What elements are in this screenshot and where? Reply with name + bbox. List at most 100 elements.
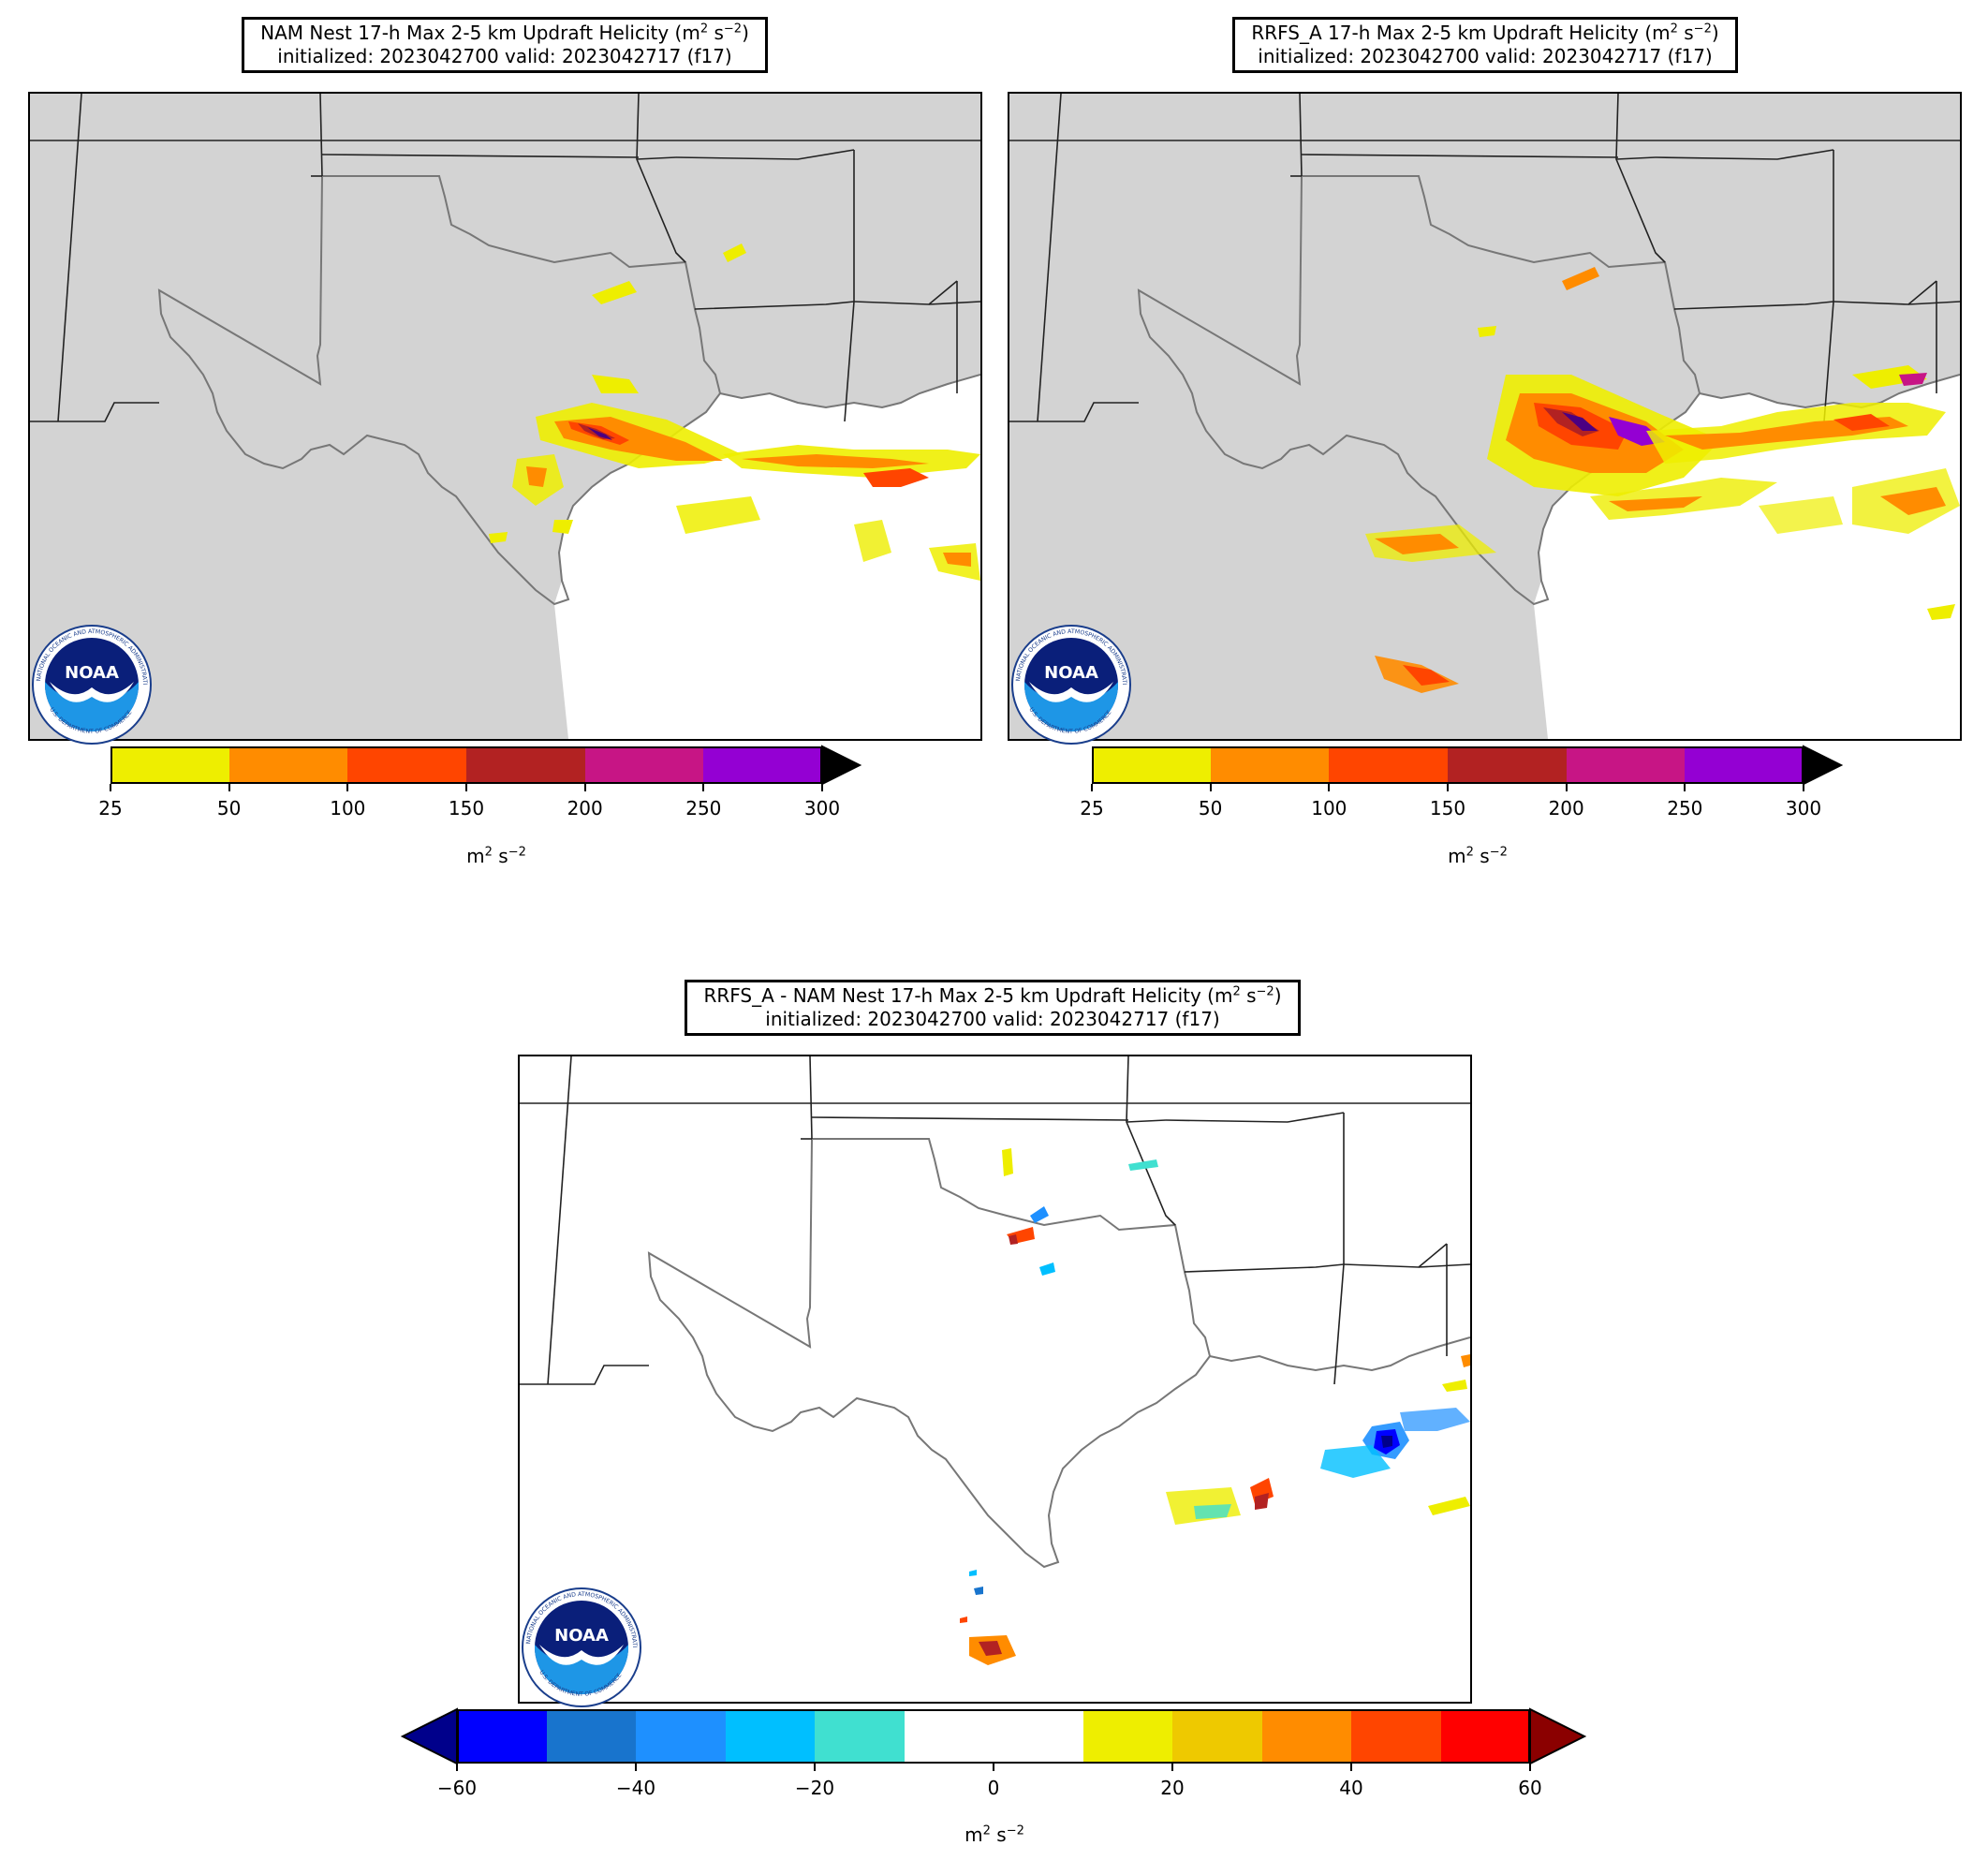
logo-text: NOAA <box>1044 663 1098 683</box>
colorbar-tick-label: 250 <box>685 797 722 819</box>
colorbar-tick <box>1447 784 1449 791</box>
colorbar-extend-high <box>821 745 862 786</box>
colorbar-tick <box>1328 784 1331 791</box>
diff-noaa-logo: NOAA NATIONAL OCEANIC AND ATMOSPHERIC ADM… <box>519 1582 642 1712</box>
colorbar-tick-label: 40 <box>1339 1777 1363 1799</box>
colorbar-segment <box>636 1709 726 1764</box>
state-boundary <box>844 301 855 422</box>
colorbar-tick-label: 250 <box>1667 797 1703 819</box>
diff-uh-field <box>960 1148 1470 1665</box>
colorbar-segment <box>1092 746 1212 784</box>
colorbar-tick-label: 300 <box>1785 797 1822 819</box>
diff-title-line2: initialized: 2023042700 valid: 202304271… <box>765 1008 1220 1030</box>
colorbar-segment <box>1210 746 1330 784</box>
colorbar-tick-label: 60 <box>1518 1777 1542 1799</box>
gulf-coastline <box>719 374 980 409</box>
colorbar-tick <box>1803 784 1804 791</box>
colorbar-segment <box>457 1709 547 1764</box>
colorbar-segment <box>1448 746 1568 784</box>
colorbar-tick <box>346 784 349 791</box>
colorbar-tick-label: −20 <box>794 1777 835 1799</box>
colorbar-tick <box>1091 784 1093 791</box>
gulf-of-mexico <box>1044 1337 1470 1702</box>
colorbar-segment <box>584 746 704 784</box>
rrfs-colorbar: 25 50 100 150 200 250 300 <box>1080 745 1844 819</box>
colorbar-segment <box>546 1709 637 1764</box>
state-boundary <box>809 1056 813 1140</box>
nam-title-line1: NAM Nest 17-h Max 2-5 km Updraft Helicit… <box>260 22 700 44</box>
colorbar-tick <box>821 784 823 791</box>
colorbar-tick <box>583 784 586 791</box>
colorbar-tick <box>702 784 705 791</box>
rrfs-colorbar-units: m2 s−2 <box>1448 845 1508 867</box>
colorbar-segment <box>1351 1709 1441 1764</box>
colorbar-tick-label: −60 <box>436 1777 478 1799</box>
colorbar-extend-high <box>1803 745 1844 786</box>
texas-border <box>157 175 722 606</box>
nam-map[interactable] <box>28 92 982 741</box>
nam-title: NAM Nest 17-h Max 2-5 km Updraft Helicit… <box>242 17 768 73</box>
diff-map-base <box>520 1056 1470 1702</box>
rrfs-uh-field <box>1365 267 1960 693</box>
state-boundary <box>520 1365 649 1385</box>
diff-colorbar: −60 −40 −20 0 20 40 60 <box>400 1707 1587 1799</box>
colorbar-tick <box>1209 784 1212 791</box>
colorbar-tick-label: 200 <box>567 797 603 819</box>
colorbar-segment <box>725 1709 816 1764</box>
state-boundary <box>636 94 686 263</box>
state-boundary <box>1009 402 1139 422</box>
state-boundary <box>928 301 980 305</box>
rrfs-title-line1: RRFS_A 17-h Max 2-5 km Updraft Helicity … <box>1251 22 1671 44</box>
state-boundary <box>319 94 323 177</box>
texas-border <box>1137 175 1701 606</box>
state-boundary <box>1184 1263 1345 1273</box>
colorbar-tick-label: 50 <box>1198 797 1223 819</box>
colorbar-tick <box>456 1764 458 1771</box>
state-boundary <box>636 156 677 160</box>
colorbar-tick <box>465 784 467 791</box>
colorbar-tick <box>1171 1764 1173 1771</box>
colorbar-extend-high <box>1529 1707 1587 1765</box>
state-boundary <box>1615 94 1666 263</box>
colorbar-tick-label: 20 <box>1160 1777 1185 1799</box>
nam-uh-field <box>489 244 980 581</box>
state-boundary <box>321 154 640 158</box>
texas-border <box>647 1138 1212 1569</box>
colorbar-tick <box>993 1764 994 1771</box>
diff-title-line1: RRFS_A - NAM Nest 17-h Max 2-5 km Updraf… <box>703 984 1233 1007</box>
state-boundary <box>57 94 82 422</box>
diff-title: RRFS_A - NAM Nest 17-h Max 2-5 km Updraf… <box>685 980 1301 1036</box>
diff-map[interactable] <box>518 1055 1472 1704</box>
colorbar-segment <box>1329 746 1449 784</box>
state-boundary <box>1126 1119 1167 1123</box>
colorbar-segment <box>466 746 586 784</box>
state-boundary <box>1333 1263 1345 1385</box>
colorbar-segment <box>1082 1709 1173 1764</box>
rrfs-map[interactable] <box>1008 92 1962 741</box>
colorbar-extend-low <box>400 1707 458 1765</box>
state-boundary <box>675 149 855 160</box>
state-boundary <box>1907 301 1960 305</box>
state-boundary <box>1418 1263 1470 1268</box>
rrfs-title: RRFS_A 17-h Max 2-5 km Updraft Helicity … <box>1232 17 1738 73</box>
state-boundary <box>30 402 159 422</box>
state-boundary <box>547 1056 572 1385</box>
state-boundary <box>1037 94 1062 422</box>
colorbar-tick-label: 300 <box>803 797 841 819</box>
colorbar-segment <box>994 1709 1083 1764</box>
rrfs-noaa-logo: NOAA NATIONAL OCEANIC AND ATMOSPHERIC ADM… <box>1009 619 1132 749</box>
colorbar-segment <box>1172 1709 1262 1764</box>
nam-title-line2: initialized: 2023042700 valid: 202304271… <box>277 45 732 67</box>
colorbar-tick <box>1684 784 1686 791</box>
colorbar-tick <box>1565 784 1568 791</box>
state-boundary <box>1299 94 1303 177</box>
colorbar-tick-label: 25 <box>98 797 123 819</box>
colorbar-tick <box>228 784 230 791</box>
nam-colorbar-units: m2 s−2 <box>466 845 526 867</box>
colorbar-segment <box>1261 1709 1352 1764</box>
gulf-coastline <box>1209 1336 1470 1372</box>
state-boundary <box>1301 154 1619 158</box>
state-boundary <box>811 1116 1129 1121</box>
colorbar-tick-label: 50 <box>216 797 242 819</box>
nam-map-base <box>30 94 980 739</box>
